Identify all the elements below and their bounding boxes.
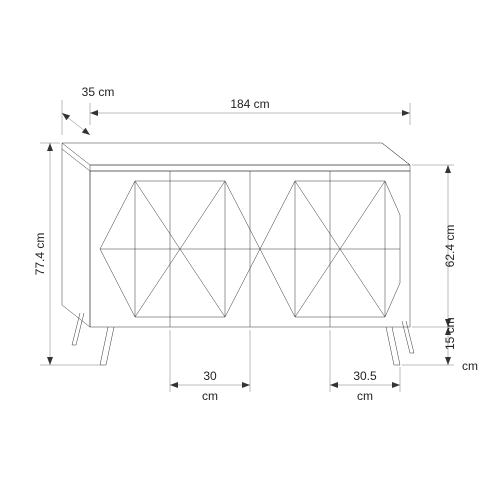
dim-leg-spread-unit: cm xyxy=(357,389,373,403)
dim-leg-spread-label: 30.5 xyxy=(353,369,377,383)
dim-width-top-label: 184 cm xyxy=(230,97,269,111)
dim-door-width-label: 30 xyxy=(203,369,217,383)
dim-leg-spread-bottom: 30.5 cm xyxy=(330,330,400,403)
dim-depth-top: 35 cm xyxy=(60,85,114,137)
dim-leg-height-right: 15 cm cm xyxy=(402,317,478,373)
door-pattern-left xyxy=(100,181,260,317)
dim-leg-height-right-label: 15 cm xyxy=(443,317,457,350)
dim-leg-height-unit: cm xyxy=(462,359,478,373)
dim-door-width-bottom: 30 cm xyxy=(170,330,250,403)
dim-body-height-right-label: 62.4 cm xyxy=(443,225,457,268)
dim-door-width-unit: cm xyxy=(202,389,218,403)
legs xyxy=(72,313,414,365)
technical-drawing: 184 cm 35 cm 77.4 cm 62.4 cm 15 cm cm xyxy=(0,0,500,500)
cabinet-body xyxy=(62,143,410,327)
dim-depth-top-label: 35 cm xyxy=(82,85,115,99)
dim-width-top: 184 cm xyxy=(90,97,410,125)
dim-body-height-right: 62.4 cm xyxy=(412,165,457,327)
dim-height-left-label: 77.4 cm xyxy=(33,233,47,276)
